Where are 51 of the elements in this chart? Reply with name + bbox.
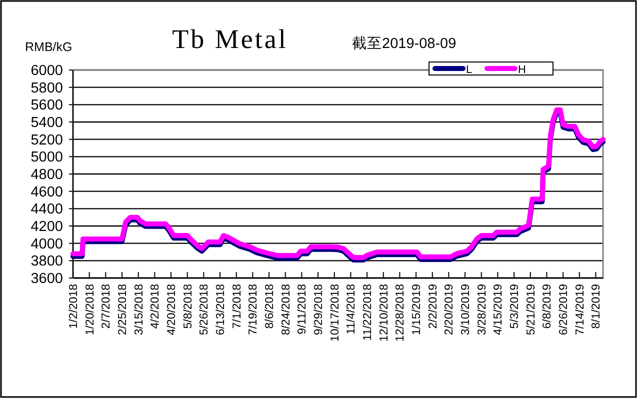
y-tick-label: 5200: [30, 132, 63, 148]
x-tick-label: 8/1/2019: [590, 284, 603, 329]
x-tick-label: 12/28/2018: [394, 284, 407, 342]
x-tick-label: 6/26/2019: [558, 284, 570, 336]
x-tick-label: 6/13/2018: [215, 284, 228, 336]
x-tick-label: 2/7/2018: [100, 284, 113, 329]
x-tick-label: 10/17/2018: [329, 284, 342, 342]
x-tick-label: 11/4/2018: [346, 284, 358, 334]
x-tick-label: 1/15/2019: [411, 284, 424, 336]
chart-title: Tb Metal: [172, 24, 288, 54]
y-tick-label: 3600: [30, 271, 63, 287]
x-tick-label: 6/8/2019: [542, 284, 554, 329]
x-tick-label: 5/8/2018: [182, 284, 194, 329]
y-axis-title: RMB/kG: [25, 40, 72, 54]
x-tick-label: 9/29/2018: [313, 284, 326, 336]
legend-label: H: [518, 64, 526, 76]
x-tick-label: 8/24/2018: [280, 284, 292, 336]
y-tick-label: 4600: [30, 184, 63, 200]
x-tick-label: 4/20/2018: [166, 284, 178, 336]
y-tick-label: 4400: [30, 202, 63, 218]
x-tick-label: 11/22/2018: [362, 284, 374, 341]
y-tick-label: 6000: [30, 63, 63, 79]
x-tick-label: 9/11/2018: [296, 284, 309, 334]
x-tick-label: 2/20/2019: [444, 284, 456, 336]
x-tick-label: 3/10/2019: [460, 284, 472, 336]
x-tick-label: 5/3/2019: [509, 284, 522, 329]
y-tick-label: 4800: [30, 167, 63, 183]
x-tick-label: 1/2/2018: [68, 284, 80, 329]
x-tick-label: 7/19/2018: [248, 284, 260, 336]
y-tick-label: 5400: [30, 115, 63, 131]
x-tick-label: 2/2/2019: [427, 284, 440, 329]
x-tick-label: 3/15/2018: [133, 284, 146, 336]
y-tick-label: 4200: [30, 219, 63, 235]
y-tick-label: 5800: [30, 80, 63, 96]
x-tick-label: 4/15/2019: [492, 284, 505, 336]
x-tick-label: 7/1/2018: [231, 284, 244, 329]
y-tick-label: 5600: [30, 98, 63, 114]
x-tick-label: 7/14/2019: [574, 284, 586, 336]
x-tick-label: 8/6/2018: [264, 284, 276, 329]
x-tick-label: 5/21/2019: [525, 284, 538, 336]
x-tick-label: 5/26/2018: [198, 284, 211, 336]
x-tick-label: 2/25/2018: [117, 284, 130, 336]
y-tick-label: 4000: [30, 236, 63, 252]
x-tick-label: 4/2/2018: [150, 284, 162, 329]
chart-subtitle: 截至2019-08-09: [352, 35, 456, 52]
x-tick-label: 12/10/2018: [378, 284, 390, 342]
y-tick-label: 3800: [30, 254, 63, 270]
x-tick-label: 1/20/2018: [84, 284, 96, 336]
x-tick-label: 3/28/2019: [476, 284, 488, 336]
legend-label: L: [466, 64, 472, 76]
y-tick-label: 5000: [30, 150, 63, 166]
